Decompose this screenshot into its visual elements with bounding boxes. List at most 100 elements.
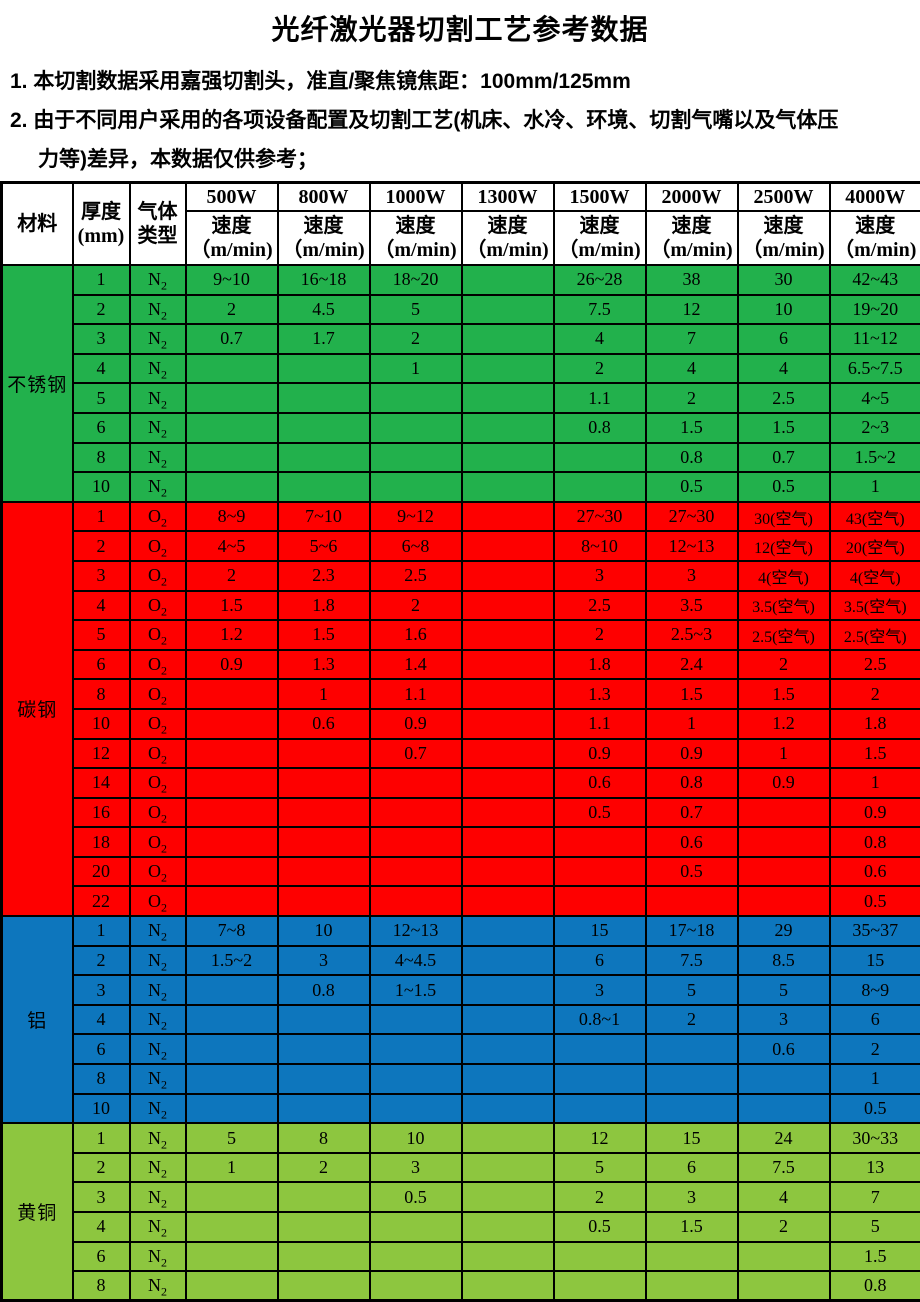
speed-cell: 6 <box>830 1005 920 1035</box>
speed-cell: 0.8 <box>646 768 738 798</box>
gas-cell: N2 <box>130 1153 186 1183</box>
gas-cell: O2 <box>130 561 186 591</box>
speed-cell: 0.7 <box>370 739 462 769</box>
speed-cell: 1.5 <box>278 620 370 650</box>
speed-unit: （m/min) <box>831 238 920 262</box>
speed-cell: 5 <box>370 295 462 325</box>
speed-cell: 2.4 <box>646 650 738 680</box>
speed-cell: 5 <box>738 975 830 1005</box>
gas-cell: O2 <box>130 591 186 621</box>
speed-cell: 0.5 <box>830 886 920 916</box>
thickness-cell: 6 <box>73 413 130 443</box>
speed-cell <box>186 1212 278 1242</box>
thickness-cell: 16 <box>73 798 130 828</box>
speed-unit: （m/min) <box>647 238 737 262</box>
speed-cell <box>186 1094 278 1124</box>
speed-cell <box>186 798 278 828</box>
speed-cell: 0.8 <box>554 413 646 443</box>
material-cell: 铝 <box>2 916 73 1123</box>
thickness-cell: 2 <box>73 946 130 976</box>
speed-cell: 43(空气) <box>830 502 920 532</box>
speed-cell: 0.9 <box>646 739 738 769</box>
speed-cell: 12~13 <box>646 531 738 561</box>
speed-cell <box>370 1094 462 1124</box>
speed-cell: 0.5 <box>646 472 738 502</box>
thickness-cell: 2 <box>73 295 130 325</box>
gas-cell: N2 <box>130 1271 186 1301</box>
gas-cell: N2 <box>130 916 186 946</box>
speed-cell: 15 <box>830 946 920 976</box>
speed-cell: 7 <box>830 1182 920 1212</box>
speed-cell: 2~3 <box>830 413 920 443</box>
speed-cell: 2 <box>646 383 738 413</box>
speed-cell: 3 <box>646 1182 738 1212</box>
speed-cell: 2 <box>738 650 830 680</box>
speed-cell: 15 <box>554 916 646 946</box>
speed-cell: 3 <box>646 561 738 591</box>
speed-cell: 20(空气) <box>830 531 920 561</box>
speed-cell: 2 <box>738 1212 830 1242</box>
speed-header: 速度 （m/min) <box>278 211 370 265</box>
speed-cell: 0.8 <box>830 1271 920 1301</box>
thickness-cell: 5 <box>73 620 130 650</box>
speed-cell <box>278 798 370 828</box>
page-title: 光纤激光器切割工艺参考数据 <box>0 0 920 48</box>
speed-cell: 1.3 <box>554 679 646 709</box>
gas-cell: N2 <box>130 975 186 1005</box>
thickness-cell: 4 <box>73 1212 130 1242</box>
speed-cell: 0.9 <box>738 768 830 798</box>
speed-cell <box>278 1242 370 1272</box>
speed-label: 速度 <box>279 214 369 238</box>
speed-cell <box>186 1271 278 1301</box>
speed-cell <box>186 413 278 443</box>
speed-cell: 3.5(空气) <box>738 591 830 621</box>
speed-cell: 8~10 <box>554 531 646 561</box>
speed-cell: 16~18 <box>278 265 370 295</box>
speed-cell: 0.8 <box>646 443 738 473</box>
speed-cell: 1.1 <box>370 679 462 709</box>
speed-cell: 1.1 <box>554 709 646 739</box>
speed-cell: 1.7 <box>278 324 370 354</box>
thickness-cell: 18 <box>73 827 130 857</box>
speed-cell: 0.6 <box>554 768 646 798</box>
speed-cell <box>278 739 370 769</box>
speed-cell <box>186 472 278 502</box>
speed-cell <box>646 1271 738 1301</box>
speed-cell: 7.5 <box>554 295 646 325</box>
speed-cell <box>738 1094 830 1124</box>
speed-header: 速度 （m/min) <box>830 211 920 265</box>
speed-cell: 1.5~2 <box>830 443 920 473</box>
thickness-cell: 5 <box>73 383 130 413</box>
speed-cell <box>554 1271 646 1301</box>
speed-cell <box>554 1034 646 1064</box>
speed-cell <box>462 739 554 769</box>
speed-cell: 12(空气) <box>738 531 830 561</box>
speed-cell: 38 <box>646 265 738 295</box>
thickness-cell: 1 <box>73 1123 130 1153</box>
speed-cell: 1 <box>738 739 830 769</box>
speed-cell: 1.5 <box>830 739 920 769</box>
speed-unit: （m/min) <box>279 238 369 262</box>
thickness-cell: 3 <box>73 975 130 1005</box>
speed-cell <box>278 383 370 413</box>
gas-cell: O2 <box>130 531 186 561</box>
speed-cell: 6 <box>738 324 830 354</box>
speed-cell <box>462 1094 554 1124</box>
speed-cell <box>186 1242 278 1272</box>
speed-cell <box>370 1242 462 1272</box>
speed-cell: 8~9 <box>830 975 920 1005</box>
thickness-cell: 10 <box>73 1094 130 1124</box>
note-line: 2. 由于不同用户采用的各项设备配置及切割工艺(机床、水冷、环境、切割气嘴以及气… <box>10 101 916 140</box>
speed-cell <box>186 354 278 384</box>
speed-cell: 0.5 <box>554 798 646 828</box>
speed-cell <box>462 1182 554 1212</box>
thickness-cell: 8 <box>73 443 130 473</box>
